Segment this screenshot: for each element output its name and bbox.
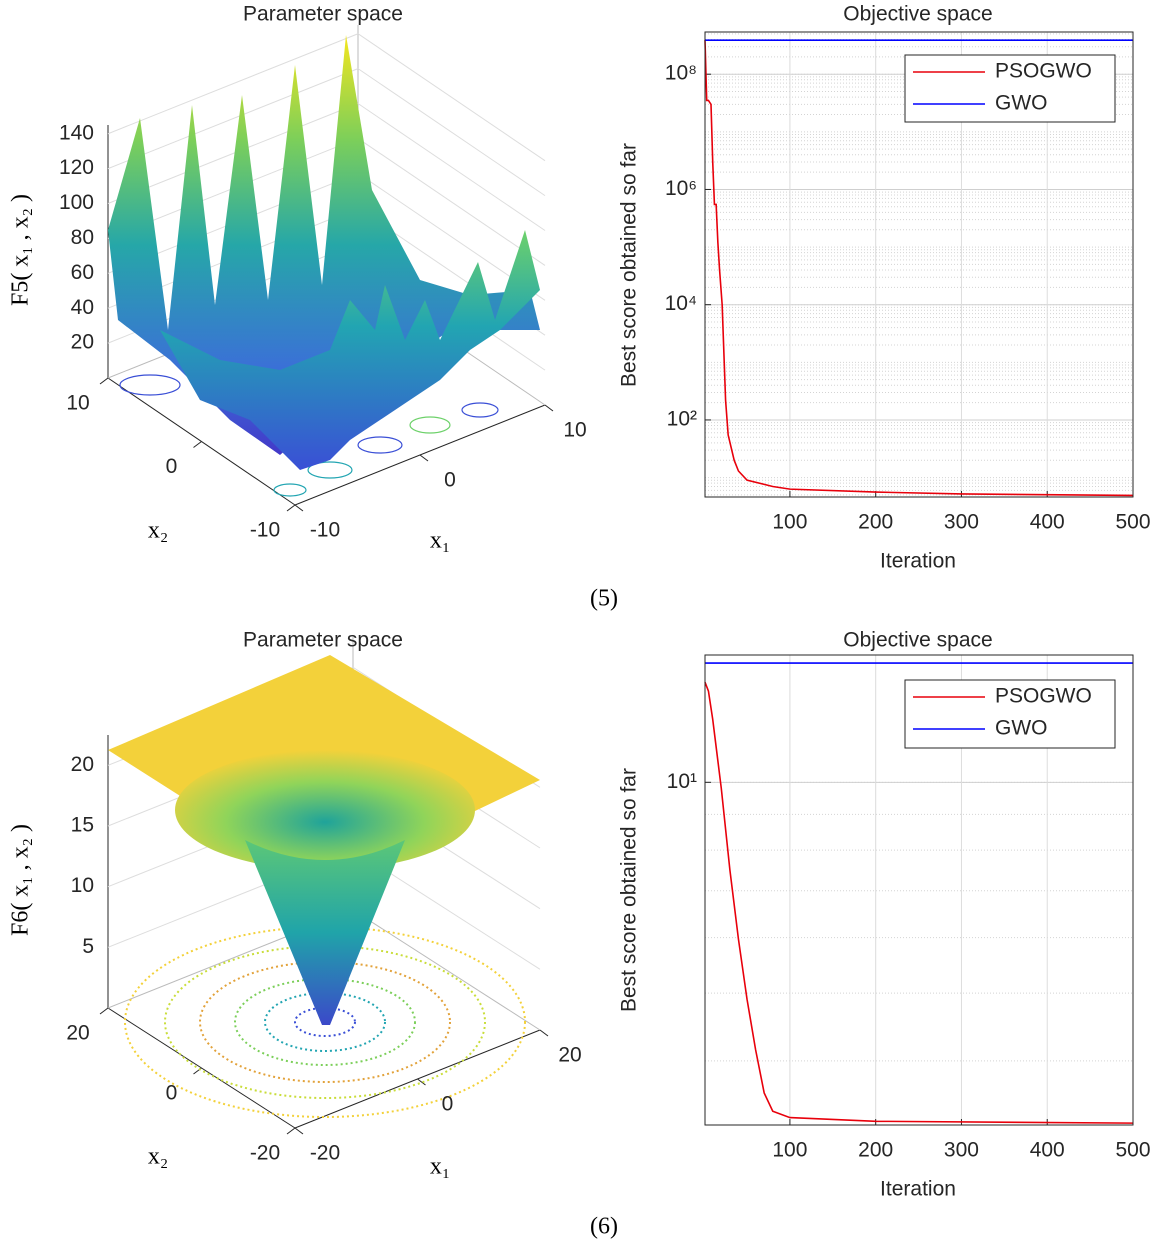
x-tick-label: 300 bbox=[944, 1139, 979, 1162]
chart-title: Objective space bbox=[843, 629, 992, 652]
plot-frame bbox=[704, 654, 1134, 1126]
x-tick-label: 200 bbox=[858, 1139, 893, 1162]
x-axis-label: x₁ bbox=[430, 528, 450, 554]
y-axis-label: x₂ bbox=[148, 1144, 168, 1170]
y-tick-label: 10⁴ bbox=[665, 292, 697, 315]
y-tick-label: 20 bbox=[66, 1022, 89, 1045]
y-tick-mark bbox=[286, 1127, 296, 1135]
box-edge bbox=[352, 909, 541, 1031]
x-tick-label: 0 bbox=[442, 1093, 454, 1116]
grid-line bbox=[107, 103, 359, 204]
grid-line bbox=[357, 103, 546, 231]
legend-box bbox=[904, 54, 1116, 123]
x-axis-label: Iteration bbox=[880, 1178, 956, 1201]
chart-title: Parameter space bbox=[243, 629, 403, 652]
x-tick-label: 400 bbox=[1030, 511, 1065, 534]
z-tick-label: 80 bbox=[71, 226, 94, 249]
y-axis-label: Best score obtained so far bbox=[618, 143, 641, 387]
y-tick-label: -20 bbox=[250, 1142, 280, 1165]
y-tick-label: 0 bbox=[166, 1082, 178, 1105]
grid-line bbox=[357, 68, 546, 197]
x-tick-label: 400 bbox=[1030, 1139, 1065, 1162]
grid-line bbox=[357, 138, 546, 266]
caption: (6) bbox=[590, 1214, 618, 1240]
y-tick-label: 10⁸ bbox=[665, 62, 697, 85]
y-tick-mark bbox=[193, 441, 202, 448]
y-tick-label: 10⁶ bbox=[665, 177, 697, 200]
x-tick-label: 500 bbox=[1115, 511, 1150, 534]
x-tick-label: 500 bbox=[1115, 1139, 1150, 1162]
z-tick-label: 20 bbox=[71, 753, 94, 776]
surface-front bbox=[160, 230, 540, 470]
z-tick-label: 5 bbox=[82, 935, 94, 958]
y-tick-label: 10 bbox=[66, 392, 89, 415]
surface-funnel bbox=[175, 750, 475, 870]
x-tick-label: 100 bbox=[772, 1139, 807, 1162]
caption: (5) bbox=[590, 586, 618, 612]
x-tick-mark bbox=[539, 1029, 549, 1037]
z-tick-label: 40 bbox=[71, 296, 94, 319]
x-tick-label: -20 bbox=[310, 1142, 340, 1165]
legend-label: PSOGWO bbox=[995, 685, 1092, 708]
legend-label: PSOGWO bbox=[995, 60, 1092, 83]
y-tick-mark bbox=[286, 504, 296, 512]
z-tick-label: 20 bbox=[71, 331, 94, 354]
x-tick-label: 200 bbox=[858, 511, 893, 534]
z-tick-label: 60 bbox=[71, 261, 94, 284]
chart-title: Parameter space bbox=[243, 3, 403, 26]
y-tick-label: 0 bbox=[166, 455, 178, 478]
x-axis-label: Iteration bbox=[880, 550, 956, 573]
series-line bbox=[704, 681, 1134, 1124]
z-tick-label: 140 bbox=[59, 121, 94, 144]
grid-line bbox=[357, 33, 546, 162]
x-tick-label: 10 bbox=[563, 419, 586, 442]
z-axis-label: F6( x₁ , x₂ ) bbox=[8, 824, 34, 936]
series-line bbox=[704, 40, 1134, 497]
z-axis-label: F5( x₁ , x₂ ) bbox=[8, 194, 34, 306]
legend-label: GWO bbox=[995, 717, 1048, 740]
y-axis-label: Best score obtained so far bbox=[618, 768, 641, 1012]
legend-label: GWO bbox=[995, 92, 1048, 115]
x-tick-label: -10 bbox=[310, 519, 340, 542]
y-tick-label: -10 bbox=[250, 519, 280, 542]
y-tick-mark bbox=[99, 377, 109, 385]
surface bbox=[108, 35, 540, 455]
x-tick-mark bbox=[294, 1127, 304, 1135]
x-axis-label: x₁ bbox=[430, 1154, 450, 1180]
y-tick-label: 10¹ bbox=[667, 770, 697, 793]
z-tick-label: 120 bbox=[59, 156, 94, 179]
z-tick-label: 10 bbox=[71, 874, 94, 897]
z-tick-label: 100 bbox=[59, 191, 94, 214]
surface-cone bbox=[245, 840, 405, 1025]
x-tick-mark bbox=[417, 1078, 426, 1086]
x-tick-mark bbox=[544, 404, 554, 412]
chart-title: Objective space bbox=[843, 3, 992, 26]
x-tick-label: 20 bbox=[558, 1044, 581, 1067]
legend-box bbox=[904, 679, 1116, 749]
plot-frame bbox=[704, 31, 1134, 498]
grid-line bbox=[107, 33, 359, 135]
y-tick-mark bbox=[99, 1007, 109, 1015]
y-axis-label: x₂ bbox=[148, 518, 168, 544]
x-tick-label: 100 bbox=[772, 511, 807, 534]
y-tick-label: 10² bbox=[667, 407, 697, 430]
floor-contours bbox=[119, 374, 499, 497]
z-tick-label: 15 bbox=[71, 814, 94, 837]
x-tick-mark bbox=[294, 504, 304, 512]
x-tick-label: 300 bbox=[944, 511, 979, 534]
x-tick-label: 0 bbox=[444, 469, 456, 492]
surface-decoration bbox=[108, 35, 540, 1118]
x-tick-mark bbox=[419, 454, 429, 462]
grid-line bbox=[107, 68, 359, 170]
